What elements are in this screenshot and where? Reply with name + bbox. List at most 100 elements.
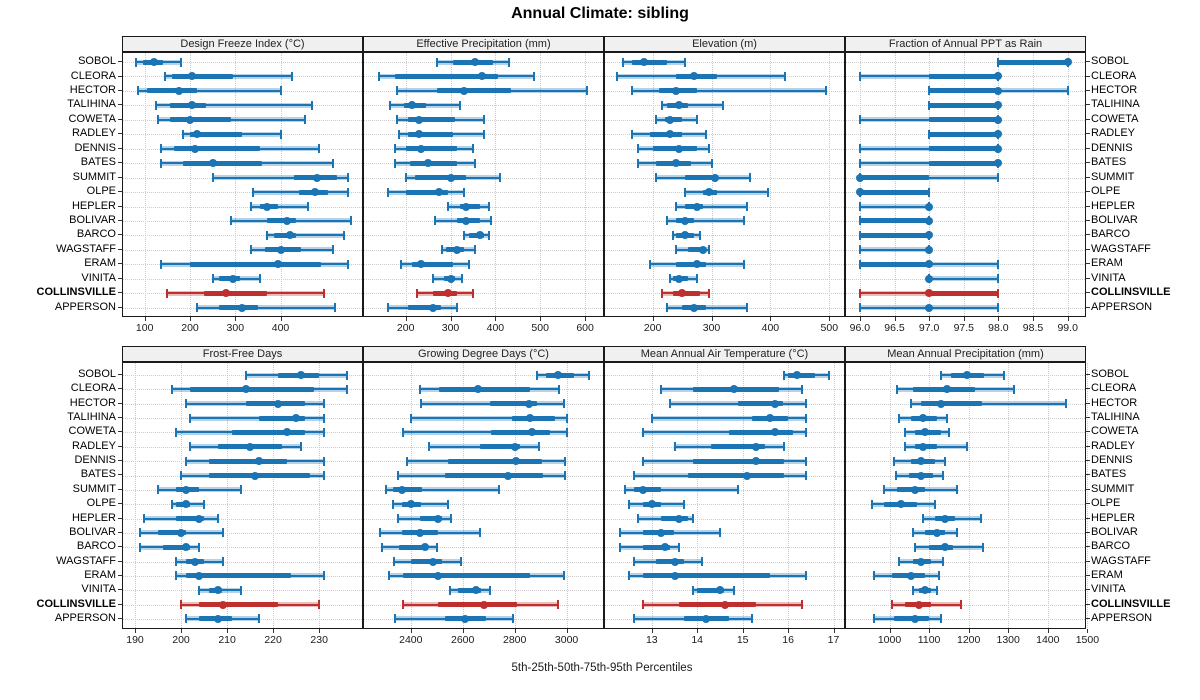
- left-axis-tick: [118, 560, 122, 562]
- whisker-cap: [483, 129, 486, 139]
- station-label-right: BOLIVAR: [1091, 213, 1138, 226]
- axis-tick-label: 14: [691, 634, 704, 646]
- gridline: [280, 53, 282, 316]
- median-dot: [752, 457, 761, 466]
- whisker-cap: [164, 71, 167, 81]
- percentile-band-25-75: [448, 458, 542, 464]
- whisker-cap: [619, 528, 621, 538]
- median-dot: [241, 385, 250, 394]
- axis-tick-label: 1300: [996, 634, 1020, 646]
- median-dot: [397, 485, 406, 494]
- right-axis-tick: [1086, 474, 1090, 476]
- panel-strip-title: Mean Annual Air Temperature (°C): [640, 348, 809, 360]
- axis-tick-label: 230: [310, 634, 328, 646]
- whisker-cap: [402, 427, 404, 437]
- gridline: [711, 53, 713, 316]
- left-axis-tick: [118, 531, 122, 533]
- whisker-cap: [239, 585, 242, 595]
- whisker-cap: [910, 399, 913, 409]
- gridline: [742, 363, 744, 628]
- axis-tick-label: 300: [702, 322, 721, 334]
- whisker-cap: [306, 202, 309, 211]
- median-dot: [296, 371, 305, 379]
- median-dot: [415, 528, 424, 537]
- station-label-right: SOBOL: [1091, 55, 1129, 67]
- right-axis-tick: [1086, 431, 1090, 433]
- whisker-cap: [322, 427, 325, 437]
- median-dot: [940, 514, 949, 523]
- median-dot: [925, 216, 934, 225]
- station-label-left: DENNIS: [74, 141, 116, 154]
- percentile-band-25-75: [158, 530, 186, 536]
- station-label-left: COLLINSVILLE: [36, 286, 116, 299]
- whisker-cap: [347, 187, 350, 197]
- median-dot: [177, 528, 185, 537]
- whisker-cap: [619, 542, 621, 552]
- whisker-cap: [660, 288, 663, 298]
- whisker-cap: [997, 259, 1000, 269]
- axis-tick: [829, 317, 831, 321]
- whisker-cap: [265, 230, 268, 240]
- row-guide: [123, 62, 362, 63]
- median-dot: [181, 485, 190, 494]
- percentile-band-25-75: [162, 544, 191, 550]
- whisker-cap: [707, 144, 710, 154]
- percentile-band-25-75: [405, 189, 449, 195]
- gridline: [495, 53, 497, 316]
- median-dot: [181, 543, 190, 552]
- median-dot: [510, 442, 519, 451]
- median-dot: [446, 173, 455, 182]
- whisker-cap: [393, 144, 396, 154]
- station-label-right: BOLIVAR: [1091, 525, 1138, 538]
- whisker-cap: [195, 303, 198, 313]
- station-label-right: APPERSON: [1091, 300, 1153, 313]
- panel-strip-title: Mean Annual Precipitation (mm): [887, 348, 1044, 360]
- gridline: [697, 363, 699, 628]
- row-guide: [846, 618, 1085, 620]
- station-label-left: COWETA: [68, 112, 116, 125]
- station-label-left: ERAM: [84, 568, 116, 581]
- percentile-band-25-75: [231, 429, 306, 435]
- percentile-line-5-95: [403, 431, 567, 434]
- axis-tick-label: 1500: [1075, 634, 1100, 646]
- whisker-cap: [391, 499, 394, 509]
- whisker-cap: [415, 288, 418, 298]
- right-axis-tick: [1086, 374, 1090, 375]
- whisker-cap: [456, 303, 459, 313]
- whisker-cap: [203, 499, 205, 509]
- median-dot: [716, 586, 724, 595]
- whisker-cap: [450, 514, 452, 523]
- row-guide: [846, 575, 1085, 577]
- median-dot: [689, 303, 698, 312]
- median-dot: [672, 86, 681, 95]
- whisker-cap: [666, 216, 669, 226]
- left-axis-tick: [118, 589, 122, 591]
- median-dot: [994, 130, 1003, 139]
- whisker-cap: [299, 442, 302, 452]
- median-dot: [435, 188, 444, 196]
- median-dot: [915, 600, 924, 609]
- percentile-band-25-75: [392, 487, 423, 493]
- whisker-cap: [892, 456, 895, 466]
- whisker-cap: [244, 370, 247, 380]
- left-axis-tick: [118, 263, 122, 265]
- axis-tick-label: 13: [645, 634, 658, 646]
- median-dot: [770, 399, 779, 408]
- whisker-cap: [784, 71, 787, 81]
- axis-tick-label: 400: [271, 322, 290, 334]
- whisker-cap: [467, 259, 470, 269]
- median-dot: [710, 173, 719, 182]
- row-guide: [364, 105, 603, 107]
- whisker-cap: [498, 485, 501, 495]
- row-guide: [123, 532, 362, 534]
- left-axis-tick: [118, 374, 122, 375]
- whisker-cap: [250, 245, 253, 255]
- median-dot: [195, 514, 204, 523]
- panel-strip-title: Frost-Free Days: [202, 348, 283, 360]
- whisker-cap: [538, 442, 541, 452]
- median-dot: [919, 442, 928, 451]
- right-axis-tick: [1086, 205, 1090, 207]
- station-label-right: WAGSTAFF: [1091, 554, 1151, 567]
- axis-tick-label: 96.0: [849, 322, 871, 334]
- whisker-cap: [389, 100, 391, 110]
